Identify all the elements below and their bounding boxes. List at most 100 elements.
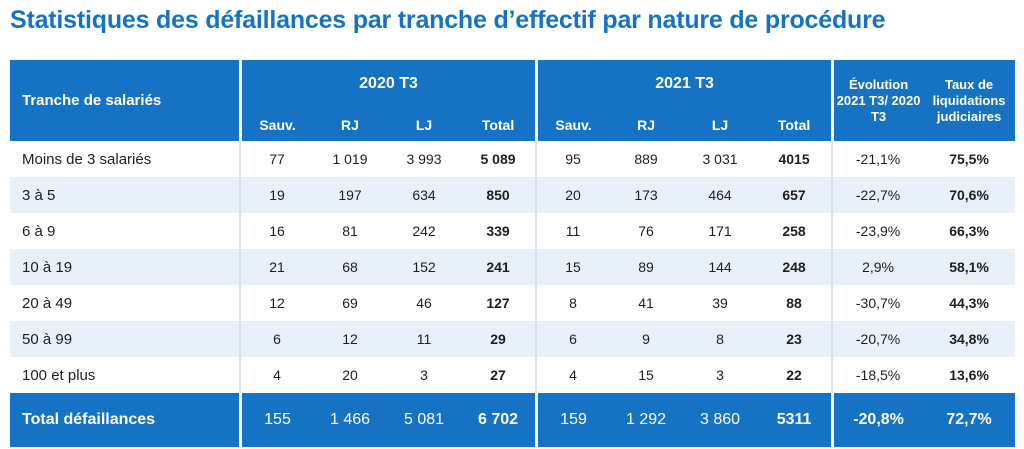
total-row: Total défaillances 155 1 466 5 081 6 702…	[10, 393, 1016, 447]
header-sauv-2021: Sauv.	[535, 108, 609, 141]
table-row: 20 à 49 12 69 46 127 8 41 39 88 -30,7% 44,3%	[10, 285, 1016, 321]
header-2021: 2021 T3	[535, 60, 831, 108]
cell-lj-2020: 3	[387, 357, 461, 393]
cell-total-2020: 5 089	[461, 141, 536, 177]
cell-total-2020: 27	[461, 357, 536, 393]
cell-evolution: -30,7%	[831, 285, 924, 321]
total-sauv-2020: 155	[239, 393, 313, 447]
total-label: Total défaillances	[10, 393, 239, 447]
cell-taux: 58,1%	[923, 249, 1016, 285]
cell-total-2021: 23	[757, 321, 832, 357]
cell-sauv-2020: 21	[239, 249, 313, 285]
table-row: Moins de 3 salariés 77 1 019 3 993 5 089 95 88…	[10, 141, 1016, 177]
cell-evolution: -18,5%	[831, 357, 924, 393]
cell-rj-2020: 69	[313, 285, 387, 321]
row-label: Moins de 3 salariés	[10, 141, 239, 177]
table-row: 50 à 99 6 12 11 29 6 9 8 23 -20,7% 34,8%	[10, 321, 1016, 357]
header-tranche: Tranche de salariés	[22, 92, 162, 109]
row-label: 50 à 99	[10, 321, 239, 357]
header-lj-2021: LJ	[711, 116, 729, 133]
cell-taux: 44,3%	[923, 285, 1016, 321]
cell-rj-2021: 89	[609, 249, 684, 285]
table-row: 100 et plus 4 20 3 27 4 15 3 22 -18,5% 13,6%	[10, 357, 1016, 393]
cell-lj-2021: 39	[683, 285, 758, 321]
cell-total-2021: 248	[757, 249, 832, 285]
table-row: 10 à 19 21 68 152 241 15 89 144 248 2,9% 58,1%	[10, 249, 1016, 285]
cell-rj-2021: 889	[609, 141, 684, 177]
cell-sauv-2021: 4	[535, 357, 610, 393]
table-row: 3 à 5 19 197 634 850 20 173 464 657 -22,7% 70,6%	[10, 177, 1016, 213]
row-label: 10 à 19	[10, 249, 239, 285]
total-rj-2021: 1 292	[609, 393, 684, 447]
cell-lj-2020: 11	[387, 321, 461, 357]
cell-rj-2021: 15	[609, 357, 684, 393]
cell-sauv-2021: 20	[535, 177, 610, 213]
cell-rj-2021: 41	[609, 285, 684, 321]
row-label: 3 à 5	[10, 177, 239, 213]
cell-total-2021: 657	[757, 177, 832, 213]
cell-sauv-2020: 12	[239, 285, 313, 321]
cell-total-2021: 4015	[757, 141, 832, 177]
cell-lj-2020: 242	[387, 213, 461, 249]
total-lj-2020: 5 081	[387, 393, 461, 447]
cell-total-2020: 127	[461, 285, 536, 321]
row-label: 6 à 9	[10, 213, 239, 249]
cell-lj-2021: 3	[683, 357, 758, 393]
header-evolution: Évolution 2021 T3/ 2020 T3	[831, 60, 923, 141]
header-total-2020: Total	[481, 116, 515, 133]
cell-sauv-2021: 6	[535, 321, 610, 357]
cell-sauv-2021: 11	[535, 213, 610, 249]
total-rj-2020: 1 466	[313, 393, 387, 447]
cell-total-2021: 88	[757, 285, 832, 321]
row-label: 100 et plus	[10, 357, 239, 393]
cell-total-2021: 22	[757, 357, 832, 393]
total-total-2021: 5311	[757, 393, 832, 447]
cell-rj-2020: 197	[313, 177, 387, 213]
total-total-2020: 6 702	[461, 393, 536, 447]
cell-rj-2021: 76	[609, 213, 684, 249]
cell-evolution: -22,7%	[831, 177, 924, 213]
cell-sauv-2020: 4	[239, 357, 313, 393]
cell-total-2020: 339	[461, 213, 536, 249]
header-rj-2021: RJ	[637, 116, 655, 133]
cell-evolution: -20,7%	[831, 321, 924, 357]
header-total-2021: Total	[777, 116, 811, 133]
cell-lj-2020: 46	[387, 285, 461, 321]
defaillances-table: Tranche de salariés 2020 T3 2021 T3 Évol…	[10, 60, 1016, 447]
total-sauv-2021: 159	[535, 393, 610, 447]
cell-total-2020: 850	[461, 177, 536, 213]
header-2020: 2020 T3	[239, 60, 535, 108]
cell-evolution: -23,9%	[831, 213, 924, 249]
cell-rj-2021: 9	[609, 321, 684, 357]
cell-sauv-2020: 19	[239, 177, 313, 213]
cell-taux: 13,6%	[923, 357, 1016, 393]
total-evolution: -20,8%	[831, 393, 924, 447]
cell-rj-2020: 12	[313, 321, 387, 357]
cell-lj-2020: 634	[387, 177, 461, 213]
cell-rj-2020: 68	[313, 249, 387, 285]
cell-lj-2020: 152	[387, 249, 461, 285]
cell-rj-2020: 1 019	[313, 141, 387, 177]
total-taux: 72,7%	[923, 393, 1016, 447]
cell-lj-2020: 3 993	[387, 141, 461, 177]
cell-rj-2020: 81	[313, 213, 387, 249]
cell-evolution: 2,9%	[831, 249, 924, 285]
page-title: Statistiques des défaillances par tranch…	[10, 6, 886, 34]
table-row: 6 à 9 16 81 242 339 11 76 171 258 -23,9% 66,3%	[10, 213, 1016, 249]
cell-taux: 34,8%	[923, 321, 1016, 357]
cell-lj-2021: 8	[683, 321, 758, 357]
cell-sauv-2021: 8	[535, 285, 610, 321]
cell-rj-2021: 173	[609, 177, 684, 213]
cell-taux: 66,3%	[923, 213, 1016, 249]
header-sauv-2020: Sauv.	[239, 108, 313, 141]
cell-total-2020: 241	[461, 249, 536, 285]
header-rj-2020: RJ	[341, 116, 359, 133]
header-taux: Taux de liquidations judiciaires	[932, 76, 1006, 124]
cell-rj-2020: 20	[313, 357, 387, 393]
cell-taux: 70,6%	[923, 177, 1016, 213]
cell-sauv-2020: 6	[239, 321, 313, 357]
cell-total-2020: 29	[461, 321, 536, 357]
cell-lj-2021: 171	[683, 213, 758, 249]
header-lj-2020: LJ	[415, 116, 433, 133]
cell-total-2021: 258	[757, 213, 832, 249]
